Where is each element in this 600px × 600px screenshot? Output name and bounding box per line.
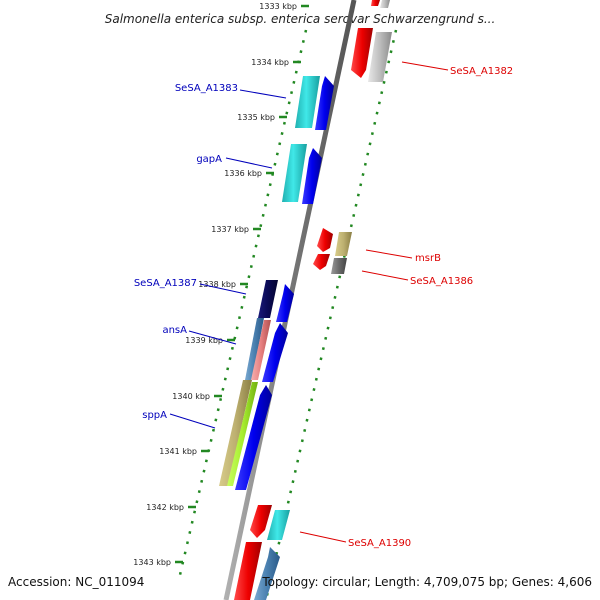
kbp-tick-label: 1340 kbp [172,392,210,401]
kbp-tick-label: 1339 kbp [185,336,223,345]
gene-ansA-a[interactable] [245,318,264,380]
gene-gapA-partner[interactable] [302,148,322,204]
gene-SeSA_A1390[interactable] [267,510,290,540]
kbp-tick-label: 1333 kbp [259,2,297,11]
gene-SeSA_A1383-partner[interactable] [315,76,334,130]
gene-msrB-red[interactable] [317,228,333,252]
kbp-ticks: 1333 kbp 1334 kbp 1335 kbp 1336 kbp 1337 kbp… [133,2,309,567]
gene-sppA-partner[interactable] [235,385,272,490]
gene-sppA-a[interactable] [219,380,252,486]
gene-top-gray[interactable] [380,0,390,8]
map-title: Salmonella enterica subsp. enterica sero… [105,12,496,26]
gene-label-SeSA_A1387[interactable]: SeSA_A1387 [134,278,197,289]
gene-msrB[interactable] [335,232,352,256]
topology-text: Topology: circular; Length: 4,709,075 bp… [261,575,592,589]
gene-label-SeSA_A1390[interactable]: SeSA_A1390 [348,538,411,549]
gene-top-red[interactable] [371,0,380,6]
gene-lower-steel[interactable] [254,547,280,600]
kbp-tick-label: 1341 kbp [159,447,197,456]
label-connectors [169,61,449,543]
kbp-tick-label: 1336 kbp [224,169,262,178]
gene-label-msrB[interactable]: msrB [415,253,441,264]
gene-SeSA_A1386[interactable] [331,258,347,274]
gene-ansA-partner[interactable] [262,323,288,382]
reverse-strand-features [234,0,392,600]
kbp-tick-label: 1338 kbp [198,280,236,289]
gene-label-SeSA_A1386[interactable]: SeSA_A1386 [410,276,473,287]
gene-label-sppA[interactable]: sppA [142,410,167,421]
kbp-tick-label: 1335 kbp [237,113,275,122]
kbp-tick-label: 1342 kbp [146,503,184,512]
gene-label-SeSA_A1382[interactable]: SeSA_A1382 [450,66,513,77]
gene-SeSA_A1387[interactable] [258,280,278,318]
gene-SeSA_A1383[interactable] [295,76,320,128]
gene-label-ansA[interactable]: ansA [162,325,187,336]
kbp-tick-label: 1343 kbp [133,558,171,567]
gene-SeSA_A1387-partner[interactable] [276,284,294,322]
gene-label-gapA[interactable]: gapA [196,154,222,165]
forward-strand-features [219,76,334,600]
accession-text: Accession: NC_011094 [8,575,144,589]
kbp-tick-label: 1337 kbp [211,225,249,234]
gene-gapA[interactable] [282,144,307,202]
kbp-tick-label: 1334 kbp [251,58,289,67]
gene-sppA-b[interactable] [227,382,258,486]
gene-ansA-b[interactable] [251,320,271,380]
gene-lower-red[interactable] [234,542,262,600]
gene-SeSA_A1382-red[interactable] [351,28,373,78]
gene-SeSA_A1386-red[interactable] [313,254,330,270]
gene-SeSA_A1390-red[interactable] [250,505,272,538]
gene-SeSA_A1382[interactable] [368,32,392,82]
gene-label-SeSA_A1383[interactable]: SeSA_A1383 [175,83,238,94]
gene-labels: SeSA_A1382 SeSA_A1383 gapA msrB SeSA_A13… [134,66,513,549]
